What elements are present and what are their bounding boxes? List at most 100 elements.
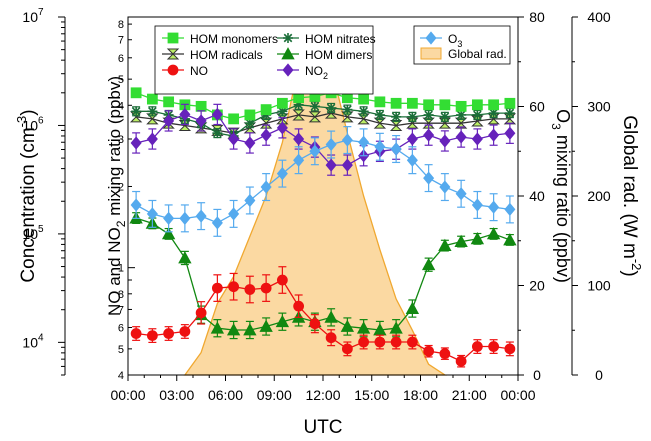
data-point	[455, 100, 467, 112]
data-point	[373, 117, 387, 129]
data-point	[130, 198, 142, 212]
marker-stroke	[375, 110, 385, 120]
nox-tick-label: 2	[118, 181, 124, 193]
data-point	[455, 130, 467, 144]
data-point	[163, 114, 175, 128]
legend-label: HOM radicals	[190, 48, 263, 62]
data-point	[212, 128, 223, 139]
data-point	[163, 96, 175, 108]
data-point	[228, 132, 240, 146]
legend-item: HOM nitrates	[277, 32, 376, 46]
data-point	[488, 200, 500, 214]
marker-stroke	[343, 105, 352, 114]
concentration-tick-label: 104	[22, 332, 44, 350]
data-point	[471, 132, 483, 146]
data-point	[243, 323, 257, 336]
data-point	[228, 281, 240, 293]
data-point	[325, 158, 337, 172]
data-point	[163, 211, 175, 225]
rad-axis: 0 100 200 300 400 Global rad. (W m-2)	[571, 9, 644, 383]
data-point	[276, 167, 288, 181]
data-point	[439, 111, 450, 122]
data-point	[325, 332, 337, 344]
data-point	[244, 193, 256, 208]
x-tick-label: 00:00	[500, 387, 535, 403]
data-point	[325, 137, 337, 152]
data-point	[390, 97, 402, 109]
marker-stroke	[505, 108, 515, 118]
data-point	[146, 132, 158, 146]
data-point	[439, 348, 451, 360]
marker-stroke	[424, 110, 433, 120]
data-point	[341, 343, 353, 355]
legend-item: NO2	[277, 63, 328, 81]
rad-tick-label: 300	[587, 99, 611, 115]
o3-axis-title: O3 mixing ratio (ppbv)	[549, 109, 573, 283]
rad-tick-label: 200	[587, 188, 611, 204]
data-point	[439, 99, 451, 111]
data-point	[146, 93, 158, 105]
data-point	[438, 238, 452, 252]
data-point	[260, 104, 272, 116]
legend-layer: HOM monomers HOM nitrates HOM radicals HOM …	[154, 25, 511, 95]
o3-tick-label: 60	[529, 99, 545, 115]
data-point	[374, 96, 386, 108]
legend-item: NO	[162, 64, 208, 78]
data-point	[488, 341, 500, 352]
legend-label: NO2	[305, 64, 328, 81]
data-point	[260, 128, 272, 142]
data-point	[326, 102, 337, 113]
marker-stroke	[456, 110, 466, 120]
data-point	[439, 180, 451, 194]
x-tick-label: 21:00	[452, 387, 487, 403]
data-point	[503, 233, 517, 246]
data-point	[406, 97, 418, 109]
label-part: 10	[22, 334, 38, 350]
marker-stroke	[148, 107, 157, 116]
nox-tick-label: 5	[118, 74, 124, 86]
data-point	[374, 140, 386, 154]
x-tick-label: 15:00	[354, 387, 389, 403]
data-point	[488, 99, 500, 111]
data-point	[358, 336, 370, 348]
legend-item: HOM monomers	[162, 32, 278, 46]
marker-stroke	[326, 103, 336, 113]
data-point	[504, 126, 516, 140]
label-part: O	[553, 109, 573, 123]
marker-stroke	[310, 102, 320, 111]
legend-marker	[283, 33, 293, 43]
data-point	[130, 87, 142, 99]
data-point	[486, 227, 501, 240]
label-part: 10	[22, 117, 38, 133]
legend-marker	[166, 48, 180, 60]
data-point	[228, 113, 240, 125]
marker-stroke	[473, 110, 482, 120]
data-point	[178, 251, 192, 264]
series-o3	[130, 126, 516, 237]
legend-item: Global rad.	[420, 47, 507, 61]
data-point	[130, 328, 142, 339]
legend-item: HOM dimers	[277, 47, 372, 62]
data-point	[276, 97, 288, 109]
data-point	[244, 136, 256, 150]
data-point	[260, 282, 272, 294]
data-point	[146, 207, 158, 221]
data-point	[405, 301, 420, 314]
label-part: 7	[38, 7, 44, 18]
data-point	[374, 336, 386, 348]
label-part: 3	[457, 39, 462, 49]
data-point	[292, 109, 305, 121]
data-point	[358, 135, 370, 149]
data-point	[131, 106, 142, 117]
data-point	[342, 104, 353, 115]
legend-label: HOM monomers	[190, 32, 278, 46]
label-part: mixing ratio (ppbv)	[553, 130, 573, 283]
data-point	[471, 198, 483, 212]
data-point	[356, 321, 371, 334]
marker-stroke	[440, 112, 450, 122]
o3-axis: 0 20 40 60 80 O3 mixing ratio (ppbv)	[518, 9, 573, 383]
label-part: 2	[114, 220, 128, 227]
legend-marker	[167, 64, 179, 76]
data-point	[293, 132, 305, 146]
